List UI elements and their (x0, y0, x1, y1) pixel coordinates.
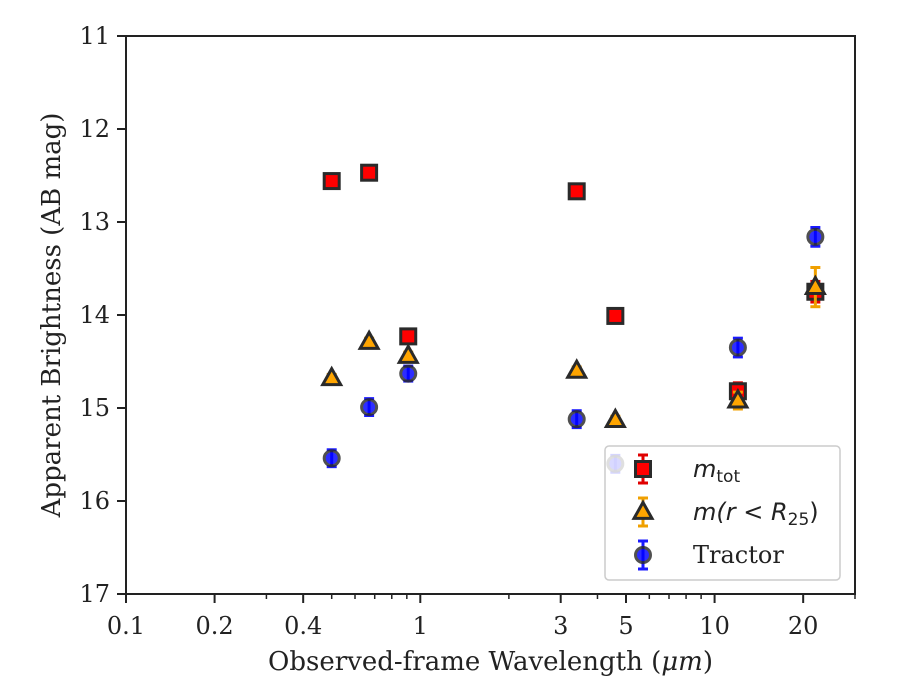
tractor-marker (399, 364, 418, 383)
mtot-point (322, 172, 341, 191)
tractor-point (360, 397, 379, 418)
x-axis-label: Observed-frame Wavelength (μm) (268, 647, 713, 677)
x-tick-label: 5 (618, 612, 633, 640)
y-axis: 11 12 13 14 15 16 17 (79, 22, 126, 608)
mr25-point (357, 329, 381, 350)
mtot-marker (322, 172, 341, 191)
mr25-marker (357, 329, 381, 350)
mr25-marker (396, 343, 420, 364)
legend-label-tractor: Tractor (693, 541, 784, 569)
mtot-marker (567, 182, 586, 201)
mtot-point (399, 327, 418, 346)
mtot-marker (606, 306, 625, 325)
mr25-point (565, 358, 589, 379)
plot-markers (320, 163, 827, 474)
tractor-point (567, 409, 586, 430)
mr25-point (396, 343, 420, 364)
legend-label-mtot: mtot (693, 455, 740, 487)
legend-mtot-marker (634, 460, 652, 478)
tractor-marker (567, 410, 586, 429)
mtot-point (360, 163, 379, 182)
legend-box (604, 445, 841, 581)
legend: mtot m(r < R25) Tractor (604, 445, 841, 581)
tractor-point (806, 226, 825, 248)
tractor-point (399, 364, 418, 383)
mtot-marker (399, 327, 418, 346)
y-tick-label: 17 (79, 580, 110, 608)
mr25-point (320, 365, 344, 387)
y-axis-label: Apparent Brightness (AB mag) (37, 113, 67, 519)
mr25-point (726, 387, 750, 411)
x-axis-label-text: Observed-frame Wavelength ( (268, 647, 661, 677)
x-axis: 0.1 0.2 0.4 1 3 5 10 20 (107, 594, 856, 640)
mr25-marker (603, 407, 627, 428)
mr25-marker (726, 387, 750, 409)
y-tick-label: 16 (79, 487, 110, 515)
x-tick-label: 0.2 (196, 612, 234, 640)
x-tick-label: 1 (413, 612, 428, 640)
y-tick-label: 11 (79, 22, 110, 50)
legend-mr25-marker (631, 499, 655, 520)
tractor-marker (728, 338, 747, 357)
tractor-point (322, 448, 341, 469)
tractor-marker (360, 398, 379, 417)
x-tick-label: 20 (788, 612, 819, 640)
mr25-point (803, 266, 827, 309)
y-tick-label: 12 (79, 115, 110, 143)
tractor-marker (322, 449, 341, 468)
x-tick-label: 3 (553, 612, 568, 640)
legend-tractor-marker (634, 546, 652, 564)
mr25-marker (320, 365, 344, 387)
tractor-marker (806, 227, 825, 246)
x-axis-label-close: ) (703, 647, 713, 677)
mtot-point (606, 306, 625, 325)
mr25-marker (565, 358, 589, 379)
mr25-marker (803, 274, 827, 295)
mr25-point (603, 407, 627, 428)
tractor-point (728, 336, 747, 359)
x-axis-label-unit: μm (661, 647, 703, 677)
y-tick-label: 14 (79, 301, 110, 329)
x-tick-label: 0.1 (107, 612, 145, 640)
x-tick-label: 10 (699, 612, 730, 640)
x-tick-label: 0.4 (284, 612, 322, 640)
mtot-point (567, 182, 586, 201)
y-tick-label: 13 (79, 208, 110, 236)
legend-label-mr25: m(r < R25) (693, 498, 819, 530)
y-tick-label: 15 (79, 394, 110, 422)
mtot-marker (360, 163, 379, 182)
